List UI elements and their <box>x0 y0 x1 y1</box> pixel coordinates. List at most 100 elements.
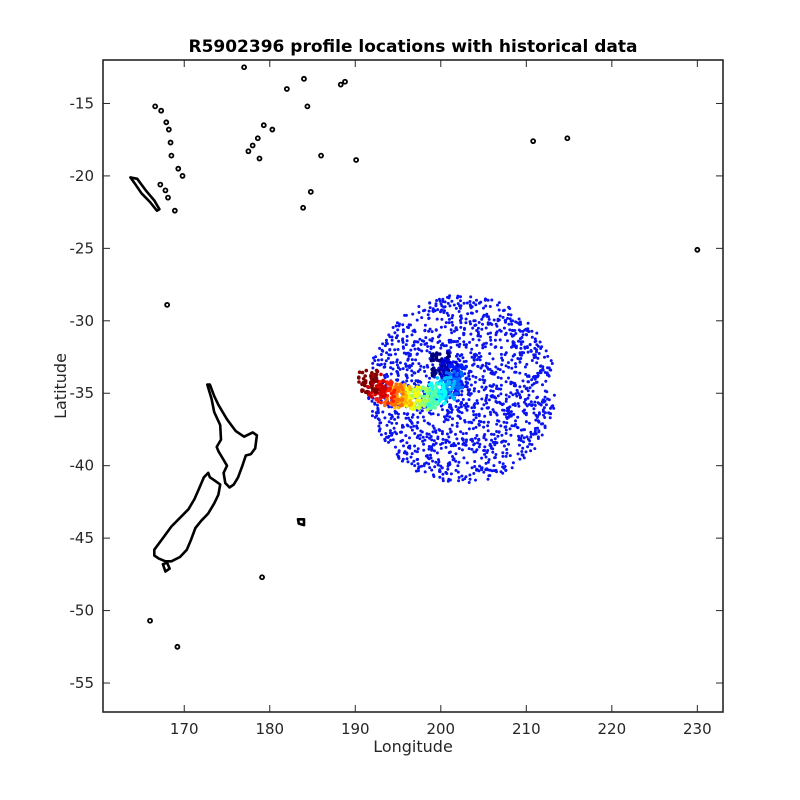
historical-point <box>461 432 465 436</box>
historical-point <box>486 366 489 370</box>
historical-point <box>510 322 514 326</box>
historical-point <box>409 348 413 352</box>
historical-point <box>396 412 400 416</box>
historical-point <box>506 361 510 365</box>
historical-point <box>429 412 433 416</box>
historical-point <box>454 468 458 472</box>
historical-point <box>378 363 382 367</box>
historical-point <box>427 462 431 466</box>
historical-point <box>473 442 477 446</box>
historical-point <box>516 321 520 325</box>
historical-point <box>548 412 552 415</box>
historical-point <box>385 338 388 342</box>
historical-point <box>495 384 499 388</box>
historical-point <box>395 334 399 338</box>
historical-point <box>494 370 498 374</box>
island-outline <box>152 103 159 110</box>
historical-point <box>461 442 465 446</box>
profile-point <box>452 369 456 374</box>
historical-point <box>422 442 426 446</box>
profile-point <box>440 374 444 379</box>
historical-point <box>444 445 448 449</box>
profile-point <box>451 382 456 387</box>
historical-point <box>463 419 467 422</box>
historical-point <box>491 408 495 412</box>
historical-point <box>535 396 539 400</box>
historical-point <box>439 310 442 314</box>
profile-point <box>418 385 422 390</box>
historical-point <box>456 399 460 403</box>
historical-point <box>448 415 452 419</box>
historical-point <box>488 410 492 414</box>
x-tick-label: 220 <box>598 720 627 738</box>
historical-point <box>449 430 453 434</box>
historical-point <box>439 325 443 329</box>
historical-point <box>500 433 504 437</box>
historical-point <box>464 406 468 410</box>
historical-point <box>466 404 470 408</box>
historical-point <box>496 394 500 398</box>
island-outline <box>167 139 174 146</box>
historical-point <box>372 356 375 360</box>
historical-point <box>471 427 475 431</box>
historical-point <box>456 339 460 343</box>
historical-point <box>505 448 509 451</box>
historical-point <box>433 309 437 313</box>
historical-point <box>527 374 531 378</box>
historical-point <box>501 370 505 374</box>
historical-point <box>428 327 432 331</box>
historical-point <box>405 334 409 338</box>
historical-point <box>536 371 540 375</box>
historical-point <box>410 373 414 377</box>
historical-point <box>473 465 477 468</box>
historical-point <box>373 359 377 363</box>
historical-point <box>415 318 419 322</box>
historical-point <box>458 336 461 340</box>
historical-point <box>448 396 452 400</box>
historical-point <box>512 333 516 337</box>
historical-point <box>501 358 505 362</box>
historical-point <box>532 353 536 357</box>
historical-point <box>522 456 526 460</box>
historical-point <box>455 437 459 441</box>
historical-point <box>477 438 481 442</box>
historical-point <box>455 421 459 425</box>
x-tick-label: 210 <box>512 720 541 738</box>
historical-point <box>461 478 465 482</box>
historical-point <box>457 476 461 479</box>
historical-point <box>451 444 455 448</box>
historical-point <box>428 376 432 380</box>
historical-point <box>438 475 442 479</box>
historical-point <box>411 413 415 417</box>
historical-point <box>504 428 508 432</box>
historical-point <box>486 406 490 410</box>
historical-point <box>519 439 523 442</box>
historical-point <box>395 363 399 367</box>
y-tick-label: -15 <box>70 94 95 112</box>
island-outline <box>249 142 256 149</box>
historical-point <box>418 411 422 415</box>
historical-point <box>519 342 523 346</box>
island-outline <box>165 194 171 201</box>
historical-point <box>416 447 420 451</box>
historical-point <box>480 456 484 460</box>
historical-point <box>489 389 493 393</box>
historical-point <box>520 450 524 453</box>
historical-point <box>430 447 434 451</box>
historical-point <box>460 316 463 320</box>
historical-point <box>506 313 510 316</box>
historical-point <box>468 320 472 324</box>
historical-point <box>496 376 500 379</box>
historical-point <box>388 335 392 339</box>
historical-point <box>533 403 537 407</box>
historical-point <box>486 424 490 428</box>
profile-point <box>379 389 383 394</box>
historical-point <box>371 361 375 365</box>
profile-point <box>357 375 361 380</box>
island-outline <box>162 187 169 194</box>
historical-point <box>508 317 512 321</box>
historical-point <box>436 463 440 466</box>
profile-point <box>370 378 375 383</box>
historical-point <box>483 414 487 418</box>
historical-point <box>445 418 448 422</box>
